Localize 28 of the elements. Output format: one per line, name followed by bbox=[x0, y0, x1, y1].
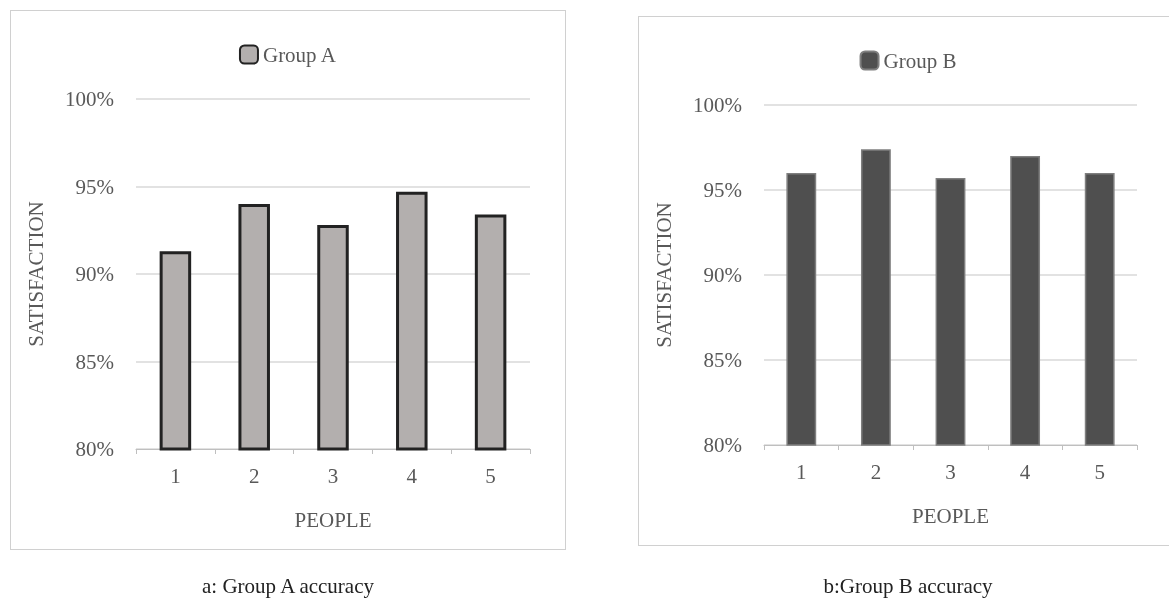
y-axis-title: SATISFACTION bbox=[23, 201, 48, 347]
y-tick-label: 80% bbox=[75, 437, 114, 461]
y-tick-label: 85% bbox=[703, 348, 742, 372]
x-tick-label: 5 bbox=[485, 463, 496, 488]
y-tick-label: 95% bbox=[75, 174, 114, 199]
y-tick-label: 100% bbox=[693, 93, 742, 117]
legend-label: Group B bbox=[883, 48, 957, 73]
y-tick-label: 80% bbox=[703, 433, 742, 457]
y-axis-title: SATISFACTION bbox=[651, 202, 676, 348]
y-tick-label: 95% bbox=[703, 178, 742, 202]
x-tick-label: 1 bbox=[170, 463, 181, 488]
x-tick-label: 3 bbox=[945, 459, 956, 484]
y-tick-label: 100% bbox=[65, 87, 114, 111]
x-tick-label: 2 bbox=[870, 459, 882, 484]
x-tick-label: 4 bbox=[1019, 459, 1031, 484]
y-tick-label: 90% bbox=[75, 262, 114, 286]
x-tick-label: 2 bbox=[248, 463, 260, 488]
x-axis-title: PEOPLE bbox=[294, 507, 372, 532]
x-tick-label: 3 bbox=[327, 463, 339, 488]
legend-label: Group A bbox=[262, 42, 337, 67]
x-axis-title: PEOPLE bbox=[911, 503, 990, 528]
x-tick-label: 1 bbox=[796, 459, 807, 484]
text: a: Group A accuracy bbox=[201, 574, 375, 599]
text: b:Group B accuracy bbox=[822, 574, 994, 599]
x-tick-label: 4 bbox=[406, 463, 418, 488]
y-tick-label: 85% bbox=[75, 349, 114, 374]
x-tick-label: 5 bbox=[1094, 459, 1105, 484]
y-tick-label: 90% bbox=[703, 263, 742, 287]
